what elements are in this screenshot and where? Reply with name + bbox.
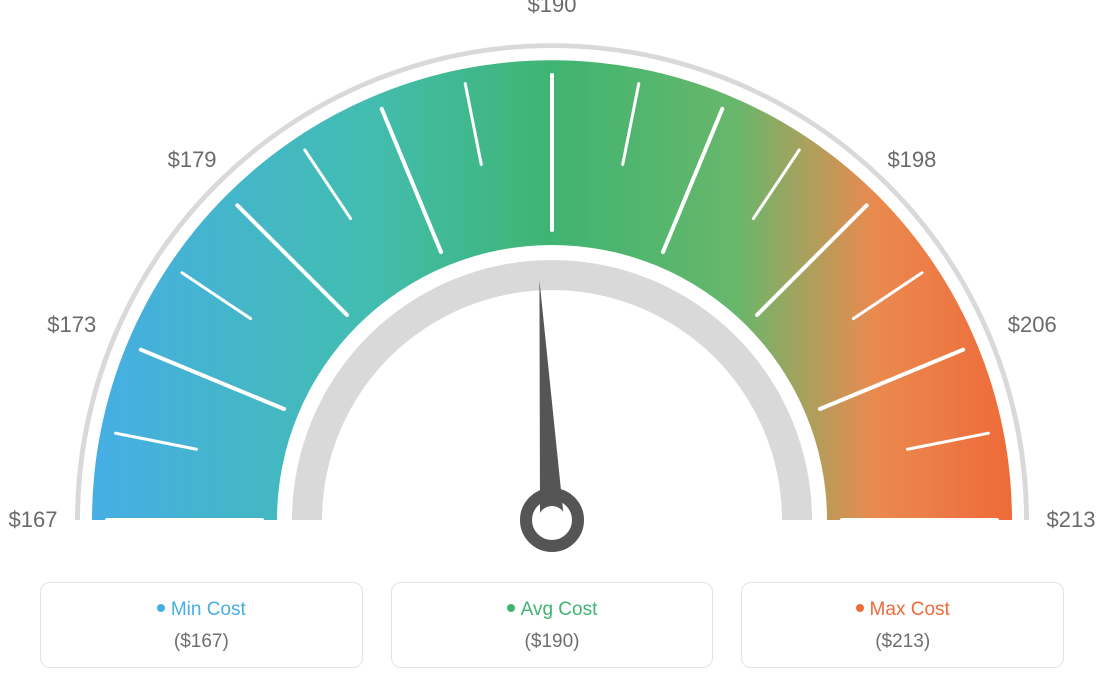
min-cost-label: Min Cost: [171, 599, 246, 620]
svg-text:$190: $190: [528, 0, 577, 17]
max-cost-label: Max Cost: [870, 599, 950, 620]
dot-icon: [157, 604, 165, 612]
avg-cost-value: ($190): [392, 631, 713, 653]
min-cost-value: ($167): [41, 631, 362, 653]
min-cost-title: Min Cost: [41, 599, 362, 621]
svg-text:$179: $179: [168, 147, 217, 172]
svg-text:$206: $206: [1008, 312, 1057, 337]
avg-cost-label: Avg Cost: [521, 599, 598, 620]
min-cost-card: Min Cost ($167): [40, 582, 363, 668]
svg-text:$198: $198: [887, 147, 936, 172]
summary-cards: Min Cost ($167) Avg Cost ($190) Max Cost…: [40, 582, 1064, 668]
dot-icon: [507, 604, 515, 612]
avg-cost-card: Avg Cost ($190): [391, 582, 714, 668]
cost-gauge: $167 $173 $179 $190 $198 $206 $213: [0, 0, 1104, 560]
max-cost-title: Max Cost: [742, 599, 1063, 621]
svg-text:$167: $167: [9, 507, 58, 532]
svg-text:$173: $173: [47, 312, 96, 337]
avg-cost-title: Avg Cost: [392, 599, 713, 621]
max-cost-card: Max Cost ($213): [741, 582, 1064, 668]
svg-text:$213: $213: [1047, 507, 1096, 532]
max-cost-value: ($213): [742, 631, 1063, 653]
dot-icon: [856, 604, 864, 612]
